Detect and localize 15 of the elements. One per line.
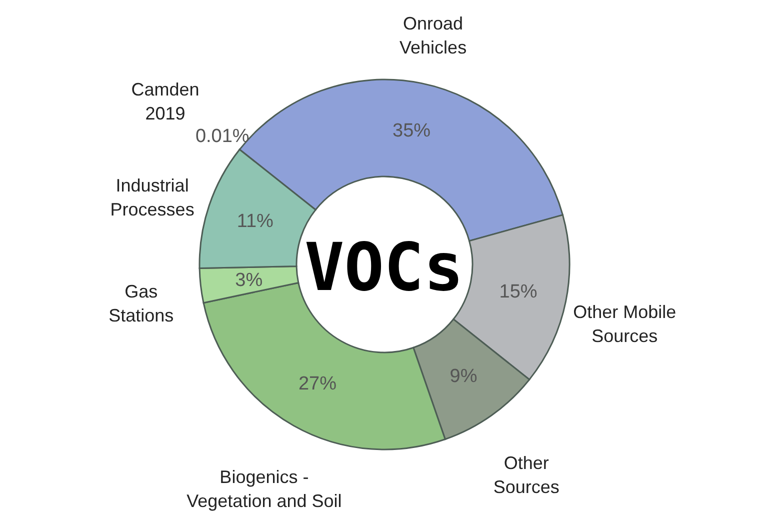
slice-label: Industrial Processes (110, 175, 194, 220)
data-label: 0.01% (195, 126, 250, 147)
slice-label: Onroad Vehicles (400, 13, 467, 58)
slice-label: Camden 2019 (131, 79, 200, 124)
slice-label: Biogenics - Vegetation and Soil (186, 466, 342, 511)
data-label: 35% (392, 120, 431, 142)
slice-label: Other Sources (493, 453, 560, 498)
data-label: 15% (499, 282, 538, 303)
data-label: 27% (298, 373, 337, 394)
slice-label: Gas Stations (108, 282, 174, 326)
slice-label: Other Mobile Sources (573, 302, 676, 346)
data-label: 11% (236, 210, 274, 232)
text: VOCs (304, 229, 464, 306)
data-label: 3% (235, 270, 263, 292)
data-label: 9% (450, 366, 478, 387)
